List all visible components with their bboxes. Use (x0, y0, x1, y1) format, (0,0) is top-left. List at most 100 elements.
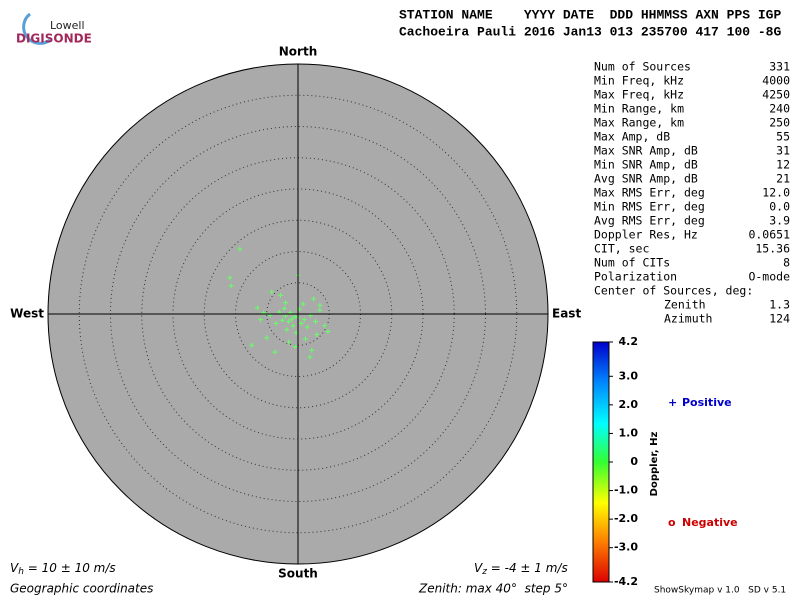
center-value: 1.3 (769, 298, 790, 312)
colorbar-tick-label: -2.0 (614, 512, 638, 525)
stat-label: Min SNR Amp, dB (594, 158, 698, 172)
stat-value: 0.0 (769, 200, 790, 214)
west-label: West (10, 307, 44, 321)
source-point (290, 323, 296, 329)
stat-value: 4000 (762, 74, 790, 88)
stat-label: Max RMS Err, deg (594, 186, 705, 200)
colorbar-tick-label: -4.2 (614, 575, 638, 588)
source-point (300, 301, 306, 307)
source-point (264, 335, 270, 341)
north-label: North (279, 45, 317, 59)
center-label: Azimuth (664, 312, 712, 326)
stat-value: 240 (769, 102, 790, 116)
stat-value: 12 (776, 158, 790, 172)
source-point (292, 344, 298, 349)
source-point (273, 320, 279, 326)
source-point (301, 317, 307, 323)
source-point (258, 317, 263, 323)
stat-value: 250 (769, 116, 790, 130)
legend-marker: o (668, 516, 676, 529)
stat-value: 21 (776, 172, 790, 186)
stat-label: Avg RMS Err, deg (594, 214, 705, 228)
stat-value: 0.0651 (748, 228, 790, 242)
source-point (278, 292, 283, 298)
stat-label: Max Freq, kHz (594, 88, 684, 102)
east-label: East (552, 307, 581, 321)
source-point (228, 283, 234, 289)
source-point (314, 332, 320, 338)
colorbar (592, 341, 610, 583)
stat-label: Num of CITs (594, 256, 670, 270)
colorbar-tick-label: 0 (630, 455, 638, 468)
stat-value: 15.36 (755, 242, 790, 256)
stat-value: O-mode (748, 270, 790, 284)
stat-value: 31 (776, 144, 790, 158)
stat-value: 55 (776, 130, 790, 144)
stat-label: CIT, sec (594, 242, 649, 256)
source-point (311, 296, 317, 302)
source-point (237, 246, 243, 252)
source-point (317, 302, 323, 308)
stat-label: Doppler Res, Hz (594, 228, 698, 242)
source-point (227, 275, 233, 281)
legend-label: Negative (682, 516, 738, 529)
logo-arc (22, 12, 51, 45)
source-point (286, 339, 292, 345)
header-line: STATION NAME YYYY DATE DDD HHMMSS AXN PP… (399, 7, 781, 22)
coords-note: Geographic coordinates (10, 582, 153, 596)
stat-label: Num of Sources (594, 60, 691, 74)
colorbar-tick-label: 3.0 (619, 369, 639, 382)
colorbar-tick-label: -3.0 (614, 541, 638, 554)
source-point (272, 349, 278, 355)
source-point (284, 327, 290, 333)
source-point (249, 342, 255, 348)
center-value: 124 (769, 312, 790, 326)
source-point (298, 320, 304, 326)
center-label: Zenith (664, 298, 706, 312)
stat-value: 3.9 (769, 214, 790, 228)
colorbar-tick-label: 2.0 (619, 398, 639, 411)
source-point (254, 305, 260, 311)
stat-label: Max Amp, dB (594, 130, 670, 144)
stat-value: 4250 (762, 88, 790, 102)
stat-value: 12.0 (762, 186, 790, 200)
stat-value: 8 (783, 256, 790, 270)
source-point (325, 329, 331, 334)
source-point (317, 307, 323, 313)
source-point (313, 319, 318, 324)
source-point (279, 317, 285, 323)
colorbar-tick-label: 1.0 (619, 426, 639, 439)
source-point (283, 300, 288, 306)
stat-label: Min Freq, kHz (594, 74, 684, 88)
source-point (304, 324, 310, 330)
south-label: South (278, 567, 318, 581)
source-point (303, 336, 308, 342)
stat-value: 331 (769, 60, 790, 74)
colorbar-tick-label: -1.0 (614, 484, 638, 497)
source-point (269, 289, 275, 295)
stat-label: Polarization (594, 270, 677, 284)
colorbar-tick-label: 4.2 (619, 335, 639, 348)
stat-label: Avg SNR Amp, dB (594, 172, 698, 186)
vh: Vh = 10 ± 10 m/s (10, 561, 116, 577)
source-point (286, 319, 292, 324)
version: ShowSkymap v 1.0 SD v 5.1 (654, 586, 786, 596)
source-point (281, 305, 287, 311)
source-point (322, 323, 328, 329)
source-point (309, 347, 315, 353)
source-point (289, 316, 295, 322)
colorbar-label: Doppler, Hz (649, 432, 660, 497)
source-point (292, 314, 298, 319)
header-line: Cachoeira Pauli 2016 Jan13 013 235700 41… (399, 24, 781, 39)
source-point (307, 354, 313, 360)
zenith-note: Zenith: max 40° step 5° (418, 582, 568, 596)
stat-label: Min Range, km (594, 102, 684, 116)
stat-label: Max Range, km (594, 116, 684, 130)
legend-label: Positive (682, 396, 732, 409)
stat-label: Max SNR Amp, dB (594, 144, 698, 158)
stat-label: Min RMS Err, deg (594, 200, 705, 214)
logo-bottom: DIGISONDE (16, 32, 92, 46)
legend-marker: + (668, 396, 677, 409)
logo-top: Lowell (50, 19, 85, 32)
